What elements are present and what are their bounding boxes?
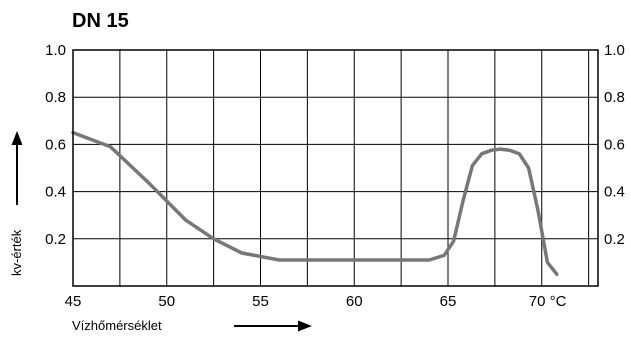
y-tick-label: 1.0 xyxy=(45,42,66,59)
series-layer xyxy=(71,130,559,276)
plot-frame xyxy=(72,49,599,287)
y-tick-label-right: 0.2 xyxy=(604,231,625,248)
x-axis-arrow xyxy=(234,320,312,332)
y-axis-label: kv-érték xyxy=(9,229,24,276)
grid xyxy=(73,50,598,286)
chart-title: DN 15 xyxy=(72,10,129,32)
y-tick-label-right: 0.6 xyxy=(604,136,625,153)
y-tick-label-right: 0.8 xyxy=(604,89,625,106)
tick-labels: 0.2 0.4 0.6 0.8 1.0 0.2 0.4 0.6 0.8 1.0 45 50 55 60 65… xyxy=(45,42,625,310)
x-tick-label: 65 xyxy=(440,293,457,310)
x-tick-label: 45 xyxy=(65,293,82,310)
plot-border xyxy=(72,49,599,287)
y-axis-arrow xyxy=(11,131,23,205)
x-tick-label: 55 xyxy=(252,293,269,310)
y-tick-label-right: 1.0 xyxy=(604,42,625,59)
x-tick-label: 60 xyxy=(346,293,363,310)
y-tick-label-right: 0.4 xyxy=(604,184,625,201)
y-tick-label: 0.8 xyxy=(45,89,66,106)
x-tick-label: 70 °C xyxy=(529,293,567,310)
x-axis-label: Vízhőmérséklet xyxy=(72,318,162,333)
y-tick-label: 0.4 xyxy=(45,184,66,201)
series-line-0 xyxy=(71,130,559,276)
y-tick-label: 0.2 xyxy=(45,231,66,248)
y-tick-label: 0.6 xyxy=(45,136,66,153)
x-tick-label: 50 xyxy=(158,293,175,310)
